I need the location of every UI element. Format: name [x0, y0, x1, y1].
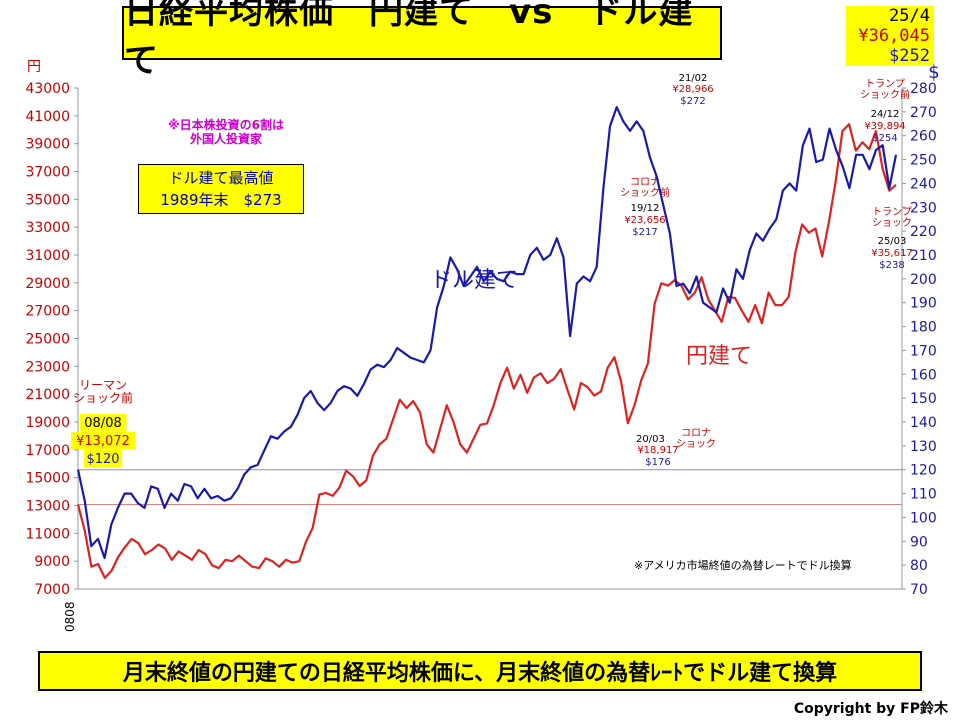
left-tick-label: 33000	[25, 220, 70, 236]
right-tick-label: 120	[910, 463, 937, 479]
right-tick-label: 210	[910, 248, 937, 264]
right-tick-label: 280	[910, 81, 937, 97]
annotation-label: ショック前	[620, 186, 670, 199]
left-tick-label: 7000	[34, 582, 70, 598]
left-tick-label: 43000	[25, 81, 70, 97]
x-tick-label: 0808	[63, 601, 77, 632]
annotation-label: $254	[872, 133, 897, 144]
bottom-caption: 月末終値の円建ての日経平均株価に、月末終値の為替ﾚｰﾄでドル建て換算	[38, 651, 922, 691]
left-tick-label: 35000	[25, 192, 70, 208]
series-line-usd	[76, 105, 898, 560]
right-tick-label: 160	[910, 367, 937, 383]
series-label-yen: 円建て	[686, 344, 752, 369]
latest-usd: $252	[889, 46, 930, 66]
annotation-label: 19/12	[631, 203, 660, 214]
investor-note-line: 外国人投資家	[189, 132, 262, 146]
right-tick-label: 140	[910, 415, 937, 431]
annotation-label: ¥35,617	[871, 248, 912, 259]
left-tick-label: 21000	[25, 387, 70, 403]
right-tick-label: 110	[910, 487, 937, 503]
left-tick-label: 27000	[25, 304, 70, 320]
left-tick-label: 37000	[25, 165, 70, 181]
left-tick-label: 23000	[25, 359, 70, 375]
annotation-highlight	[70, 432, 136, 449]
latest-values-box: 25/4 ¥36,045 $252	[846, 6, 934, 66]
fx-footnote: ※アメリカ市場終値の為替レートでドル換算	[634, 559, 852, 572]
right-tick-label: 190	[910, 296, 937, 312]
left-tick-label: 29000	[25, 276, 70, 292]
right-tick-label: 80	[910, 558, 928, 574]
annotation-label: ショック	[872, 217, 912, 229]
right-tick-label: 240	[910, 176, 937, 192]
left-tick-label: 9000	[34, 554, 70, 570]
right-tick-label: 70	[910, 582, 928, 598]
right-tick-label: 250	[910, 153, 937, 169]
annotation-highlight	[79, 414, 127, 431]
annotation-label: ショック	[676, 438, 716, 450]
right-tick-label: 150	[910, 391, 937, 407]
right-axis-unit: $	[928, 62, 939, 83]
annotation-label: リーマン	[79, 378, 127, 392]
latest-yen: ¥36,045	[858, 26, 930, 46]
left-tick-label: 11000	[25, 526, 70, 542]
right-tick-label: 260	[910, 129, 937, 145]
annotation-label: コロナ	[630, 176, 660, 188]
left-tick-label: 19000	[25, 415, 70, 431]
right-tick-label: 200	[910, 272, 937, 288]
annotation-label: $217	[632, 227, 657, 238]
annotation-label: 25/03	[878, 236, 907, 247]
right-tick-label: 220	[910, 224, 937, 240]
annotation-label: コロナ	[681, 427, 711, 439]
right-tick-label: 230	[910, 200, 937, 216]
left-tick-label: 15000	[25, 471, 70, 487]
usd-record-line: ドル建て最高値	[168, 169, 274, 187]
usd-record-box: ドル建て最高値 1989年末 $273	[138, 164, 304, 214]
usd-record-line: 1989年末 $273	[160, 191, 282, 209]
right-tick-label: 180	[910, 320, 937, 336]
copyright: Copyright by FP鈴木	[793, 701, 948, 717]
left-tick-label: 17000	[25, 443, 70, 459]
annotation-label: ¥23,656	[624, 215, 665, 226]
annotation-label: 24/12	[871, 109, 900, 120]
latest-date: 25/4	[889, 6, 930, 26]
annotation-highlight	[83, 450, 123, 467]
annotation-label: 20/03	[636, 434, 665, 445]
annotation-label: $238	[879, 260, 904, 271]
annotation-label: ショック前	[860, 88, 910, 101]
right-tick-label: 90	[910, 534, 928, 550]
chart-title: 日経平均株価 円建て vs ドル建て	[122, 0, 722, 81]
left-tick-label: 41000	[25, 109, 70, 125]
series-line-yen	[76, 123, 897, 580]
annotation-label: 21/02	[679, 73, 708, 84]
annotation-label: 08/08	[84, 416, 121, 431]
left-tick-label: 13000	[25, 499, 70, 515]
annotation-label: トランプ	[872, 206, 912, 218]
investor-note-line: ※日本株投資の6割は	[167, 118, 285, 132]
line-chart: 7000 9000 11000 13000 15000 17000 19000 21000 23…	[25, 59, 939, 632]
left-tick-label: 25000	[25, 332, 70, 348]
annotation-label: $120	[86, 452, 119, 467]
left-tick-label: 31000	[25, 248, 70, 264]
right-tick-label: 270	[910, 105, 937, 121]
left-axis-unit: 円	[27, 59, 41, 75]
left-tick-label: 39000	[25, 137, 70, 153]
annotation-label: $272	[680, 96, 705, 107]
annotation-label: ¥18,917	[637, 445, 678, 456]
right-tick-label: 170	[910, 343, 937, 359]
annotation-label: トランプ	[865, 78, 905, 90]
annotation-label: ¥39,894	[864, 121, 905, 132]
annotation-label: ショック前	[73, 390, 133, 405]
right-tick-label: 100	[910, 510, 937, 526]
series-label-usd: ドル建て	[430, 268, 518, 293]
annotation-label: ¥13,072	[76, 434, 130, 449]
right-tick-label: 130	[910, 439, 937, 455]
annotation-label: ¥28,966	[672, 84, 713, 95]
annotation-label: $176	[645, 457, 670, 468]
investor-note: ※日本株投資の6割は 外国人投資家	[142, 118, 310, 146]
